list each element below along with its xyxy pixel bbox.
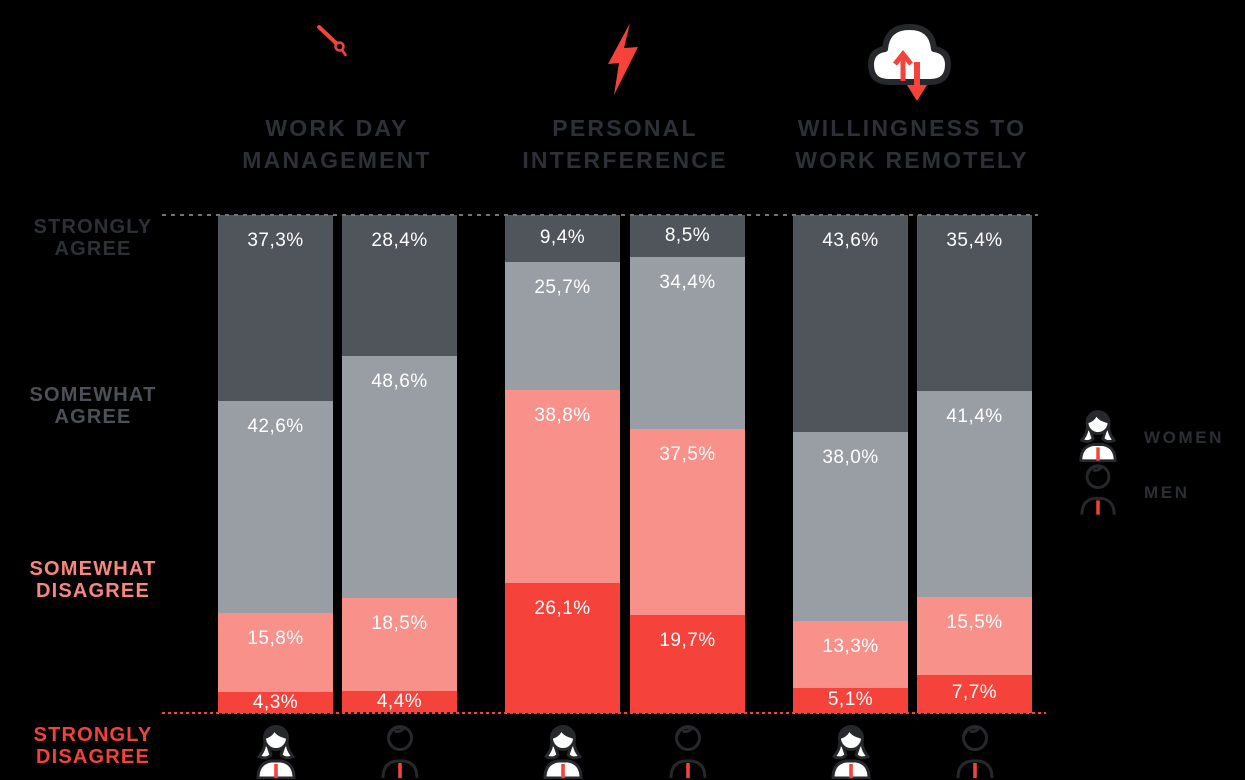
bottom-dashed-line <box>162 712 1046 714</box>
value-label: 5,1% <box>827 688 874 710</box>
value-label: 34,4% <box>659 272 716 294</box>
segment-strongly-disagree: 19,7% <box>630 615 745 714</box>
value-label: 37,3% <box>247 230 304 251</box>
column-title: PERSONAL INTERFERENCE <box>465 112 785 176</box>
legend-man-icon <box>1078 460 1118 516</box>
value-label: 37,5% <box>659 443 716 465</box>
segment-somewhat-disagree: 13,3% <box>793 621 908 688</box>
segment-strongly-agree: 37,3% <box>218 215 333 401</box>
woman-icon <box>540 721 586 779</box>
value-label: 4,4% <box>376 690 423 712</box>
segment-somewhat-disagree: 15,5% <box>917 597 1032 675</box>
segment-strongly-disagree: 4,3% <box>218 691 333 713</box>
legend-woman-icon <box>1076 406 1120 462</box>
value-label: 35,4% <box>946 230 1003 251</box>
value-label: 8,5% <box>664 224 711 246</box>
cloud-transfer-icon <box>863 6 961 106</box>
legend-label-men: MEN <box>1144 483 1190 502</box>
value-label: 48,6% <box>371 371 428 393</box>
segment-strongly-agree: 28,4% <box>342 215 457 357</box>
segment-somewhat-disagree: 18,5% <box>342 598 457 691</box>
bar-women-group0: 37,3% 42,6% 15,8% 4,3% <box>218 215 333 713</box>
column-title-line1: WORK DAY <box>265 115 409 141</box>
value-label: 15,5% <box>946 612 1003 634</box>
bar-men-group2: 35,4% 41,4% 15,5% 7,7% <box>917 215 1032 713</box>
value-label: 4,3% <box>252 691 299 713</box>
segment-strongly-agree: 8,5% <box>630 215 745 258</box>
woman-icon <box>253 721 299 779</box>
value-label: 9,4% <box>539 226 586 248</box>
column-title-line2: INTERFERENCE <box>522 147 728 173</box>
segment-somewhat-disagree: 15,8% <box>218 612 333 692</box>
column-title-line2: MANAGEMENT <box>242 147 432 173</box>
bar-men-group0: 28,4% 48,6% 18,5% 4,4% <box>342 215 457 713</box>
value-label: 7,7% <box>951 682 998 704</box>
value-label: 15,8% <box>247 627 304 649</box>
man-icon <box>667 721 709 779</box>
top-dashed-line <box>162 214 1038 216</box>
man-icon <box>379 721 421 779</box>
segment-somewhat-agree: 34,4% <box>630 257 745 429</box>
value-label: 43,6% <box>822 230 879 251</box>
legend-label-women: WOMEN <box>1144 428 1225 447</box>
woman-icon <box>828 721 874 779</box>
axis-label-somewhat-agree: SOMEWHAT AGREE <box>29 384 157 428</box>
segment-somewhat-disagree: 37,5% <box>630 428 745 616</box>
value-label: 41,4% <box>946 406 1003 428</box>
value-label: 25,7% <box>534 276 591 298</box>
segment-somewhat-agree: 41,4% <box>917 391 1032 598</box>
segment-somewhat-disagree: 38,8% <box>505 389 620 584</box>
segment-strongly-disagree: 5,1% <box>793 687 908 713</box>
value-label: 38,8% <box>534 404 591 426</box>
value-label: 42,6% <box>247 415 304 437</box>
value-label: 26,1% <box>534 598 591 620</box>
segment-strongly-disagree: 26,1% <box>505 583 620 713</box>
segment-strongly-disagree: 7,7% <box>917 674 1032 713</box>
clock-hand-icon <box>315 22 351 62</box>
column-title-line2: WORK REMOTELY <box>795 147 1029 173</box>
column-header-willingness-to-work-remotely: WILLINGNESS TO WORK REMOTELY <box>752 112 1072 176</box>
column-header-personal-interference: PERSONAL INTERFERENCE <box>465 112 785 176</box>
lightning-bolt-icon <box>607 23 639 95</box>
segment-somewhat-agree: 25,7% <box>505 261 620 390</box>
axis-label-somewhat-disagree: SOMEWHAT DISAGREE <box>29 558 157 602</box>
value-label: 13,3% <box>822 636 879 658</box>
column-title-line1: WILLINGNESS TO <box>797 115 1027 141</box>
segment-strongly-agree: 43,6% <box>793 215 908 433</box>
man-icon <box>954 721 996 779</box>
column-title: WILLINGNESS TO WORK REMOTELY <box>752 112 1072 176</box>
segment-strongly-disagree: 4,4% <box>342 690 457 713</box>
column-header-work-day-management: WORK DAY MANAGEMENT <box>177 112 497 176</box>
segment-somewhat-agree: 48,6% <box>342 356 457 599</box>
axis-label-strongly-disagree: STRONGLY DISAGREE <box>33 724 153 768</box>
value-label: 19,7% <box>659 630 716 652</box>
column-title: WORK DAY MANAGEMENT <box>177 112 497 176</box>
segment-somewhat-agree: 42,6% <box>218 400 333 613</box>
bar-men-group1: 8,5% 34,4% 37,5% 19,7% <box>630 215 745 714</box>
segment-strongly-agree: 9,4% <box>505 215 620 262</box>
value-label: 18,5% <box>371 613 428 635</box>
column-title-line1: PERSONAL <box>552 115 698 141</box>
value-label: 38,0% <box>822 447 879 469</box>
bar-women-group2: 43,6% 38,0% 13,3% 5,1% <box>793 215 908 713</box>
segment-somewhat-agree: 38,0% <box>793 432 908 622</box>
segment-strongly-agree: 35,4% <box>917 215 1032 392</box>
value-label: 28,4% <box>371 230 428 251</box>
axis-label-strongly-agree: STRONGLY AGREE <box>33 216 153 260</box>
bar-women-group1: 9,4% 25,7% 38,8% 26,1% <box>505 215 620 713</box>
